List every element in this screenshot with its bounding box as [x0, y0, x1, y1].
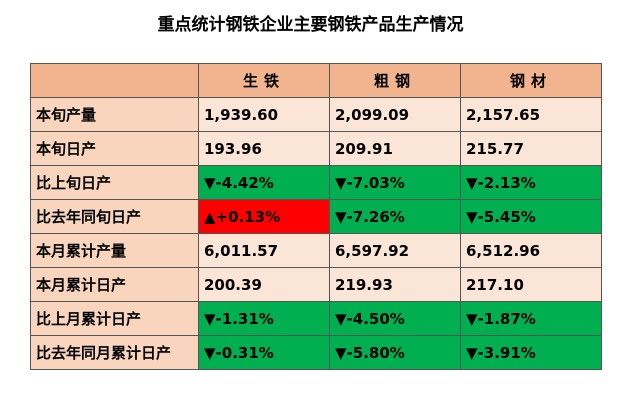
- table-row: 本月累计日产 200.39 219.93 217.10: [30, 267, 602, 302]
- corner-cell: [30, 63, 199, 98]
- row-label: 本旬日产: [30, 131, 199, 166]
- table-cell: ▼-4.42%: [198, 165, 330, 200]
- table-cell: ▼-2.13%: [460, 165, 602, 200]
- row-label: 比上旬日产: [30, 165, 199, 200]
- table-cell: 193.96: [198, 131, 330, 166]
- row-label: 比去年同月累计日产: [30, 335, 199, 370]
- table-cell: 209.91: [329, 131, 461, 166]
- table-cell: ▲+0.13%: [198, 199, 330, 234]
- table-row: 本旬日产 193.96 209.91 215.77: [30, 131, 602, 166]
- production-table: 生铁 粗钢 钢材 本旬产量 1,939.60 2,099.09 2,157.65 本旬日…: [30, 63, 602, 370]
- table-row: 比上旬日产 ▼-4.42% ▼-7.03% ▼-2.13%: [30, 165, 602, 200]
- table-cell: 200.39: [198, 267, 330, 302]
- row-label: 本月累计日产: [30, 267, 199, 302]
- row-label: 比上月累计日产: [30, 301, 199, 336]
- table-cell: ▼-1.31%: [198, 301, 330, 336]
- table-cell: 2,099.09: [329, 97, 461, 132]
- column-header-crude-steel: 粗钢: [329, 63, 461, 98]
- table-cell: ▼-3.91%: [460, 335, 602, 370]
- page-title: 重点统计钢铁企业主要钢铁产品生产情况: [157, 15, 464, 35]
- table-cell: ▼-1.87%: [460, 301, 602, 336]
- row-label: 本月累计产量: [30, 233, 199, 268]
- table-cell: 1,939.60: [198, 97, 330, 132]
- column-header-steel-products: 钢材: [460, 63, 602, 98]
- row-label: 比去年同旬日产: [30, 199, 199, 234]
- table-cell: 217.10: [460, 267, 602, 302]
- table-row: 比上月累计日产 ▼-1.31% ▼-4.50% ▼-1.87%: [30, 301, 602, 336]
- table-row: 本月累计产量 6,011.57 6,597.92 6,512.96: [30, 233, 602, 268]
- table-row: 比去年同月累计日产 ▼-0.31% ▼-5.80% ▼-3.91%: [30, 335, 602, 370]
- table-cell: ▼-7.03%: [329, 165, 461, 200]
- table-cell: 219.93: [329, 267, 461, 302]
- table-cell: ▼-0.31%: [198, 335, 330, 370]
- column-header-pig-iron: 生铁: [198, 63, 330, 98]
- table-cell: ▼-4.50%: [329, 301, 461, 336]
- table-cell: 6,011.57: [198, 233, 330, 268]
- row-label: 本旬产量: [30, 97, 199, 132]
- table-cell: 215.77: [460, 131, 602, 166]
- table-cell: ▼-5.45%: [460, 199, 602, 234]
- table-cell: ▼-5.80%: [329, 335, 461, 370]
- table-header-row: 生铁 粗钢 钢材: [30, 63, 602, 98]
- table-row: 比去年同旬日产 ▲+0.13% ▼-7.26% ▼-5.45%: [30, 199, 602, 234]
- table-row: 本旬产量 1,939.60 2,099.09 2,157.65: [30, 97, 602, 132]
- table-cell: 2,157.65: [460, 97, 602, 132]
- table-cell: ▼-7.26%: [329, 199, 461, 234]
- table-cell: 6,512.96: [460, 233, 602, 268]
- table-cell: 6,597.92: [329, 233, 461, 268]
